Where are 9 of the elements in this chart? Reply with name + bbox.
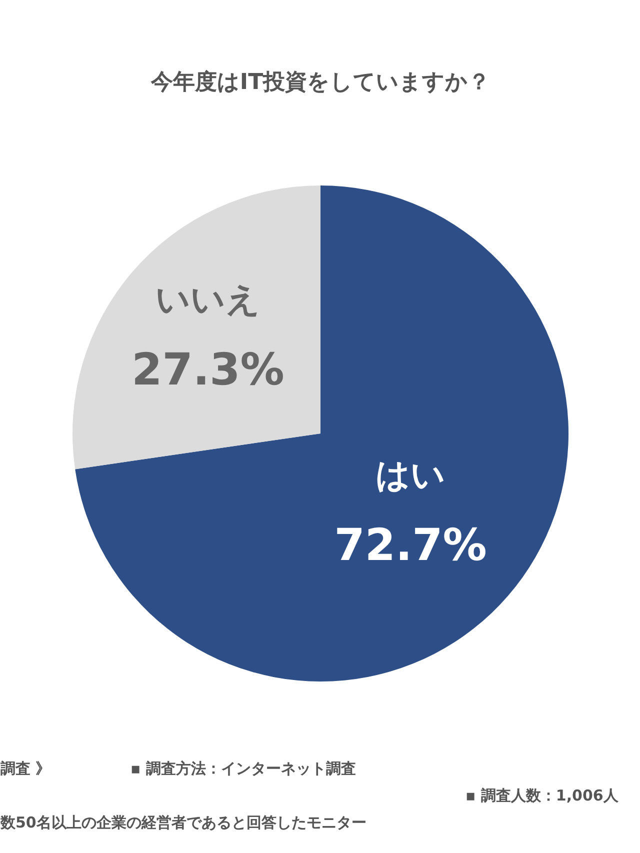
text: 調査 》 xyxy=(0,760,51,778)
data-label: 72.7% xyxy=(334,520,487,571)
text: 数50名以上の企業の経営者であると回答したモニター xyxy=(0,814,366,832)
data-label: 27.3% xyxy=(132,344,284,396)
chart-title: 今年度はIT投資をしていますか？ xyxy=(150,69,490,95)
slice-label: いいえ xyxy=(155,280,260,320)
slice-label: はい xyxy=(376,455,446,496)
text: ▪ 調査人数：1,006人 xyxy=(466,786,620,804)
text: ▪ 調査方法：インターネット調査 xyxy=(130,760,356,778)
